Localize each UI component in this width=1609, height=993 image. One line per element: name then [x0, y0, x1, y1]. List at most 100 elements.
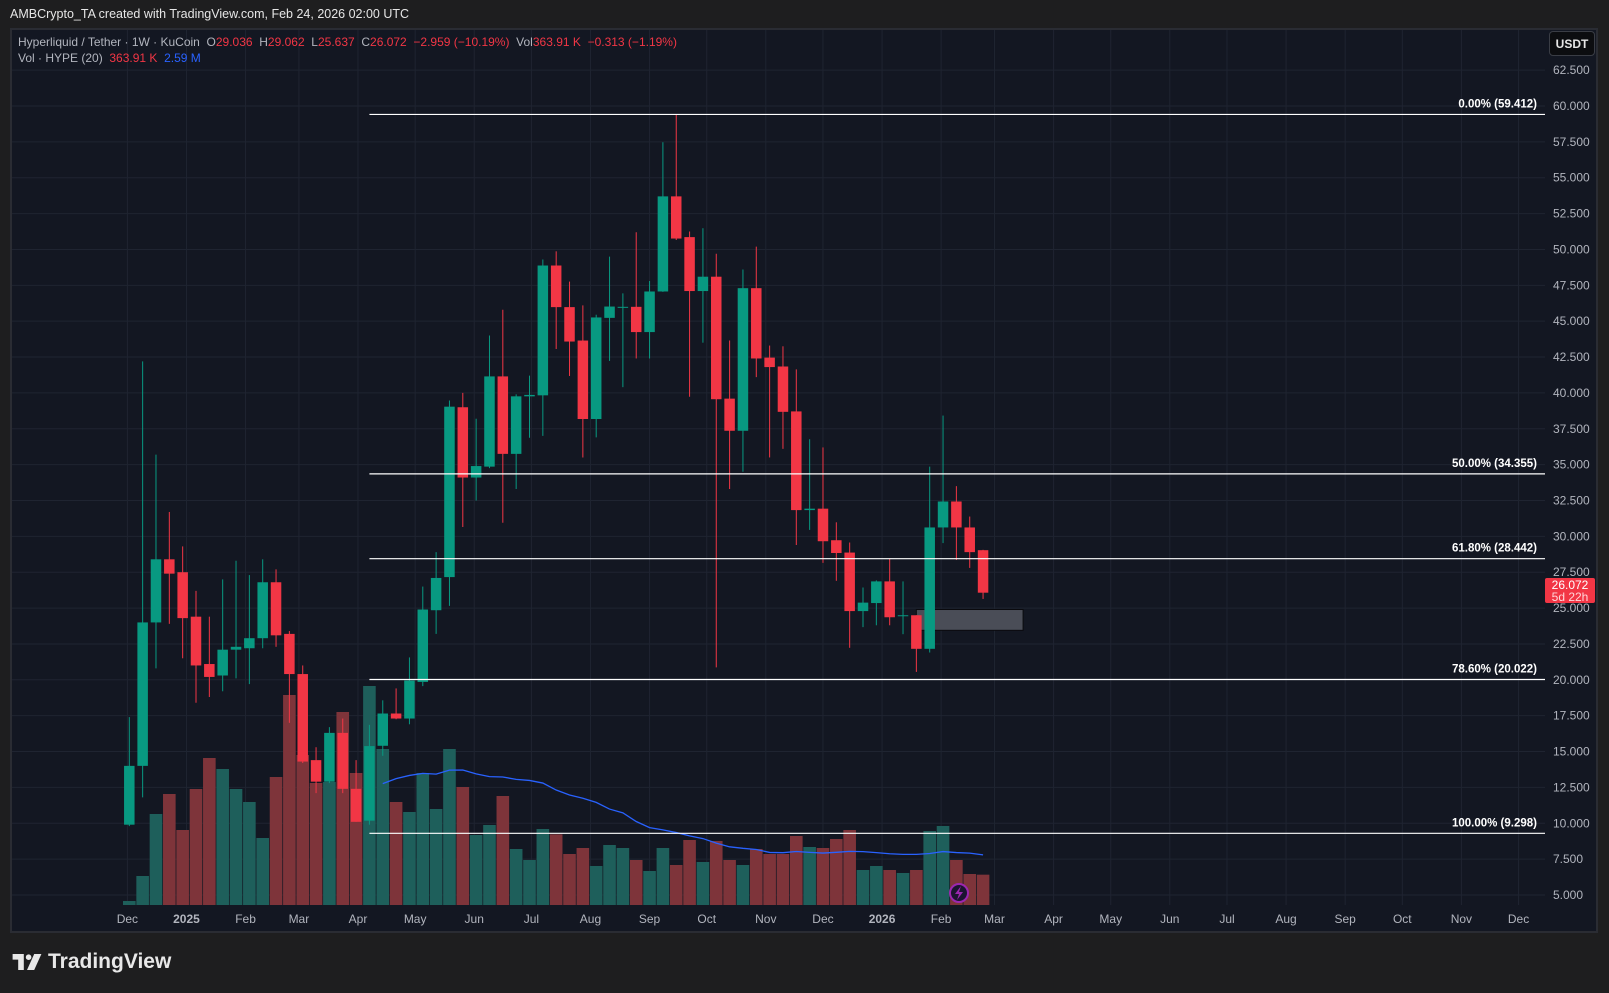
price-tick-label: 37.500 [1553, 422, 1590, 436]
time-tick-label: Oct [1393, 912, 1412, 926]
volume-bar [376, 749, 390, 905]
candle-body [150, 559, 162, 623]
candle [670, 114, 682, 240]
volume-bar [549, 834, 563, 905]
candle-body [857, 602, 869, 612]
time-tick-label: May [1099, 912, 1122, 926]
price-tick-label: 22.500 [1553, 637, 1590, 651]
currency-button[interactable]: USDT [1549, 31, 1595, 56]
fib-level-label: 61.80% (28.442) [1452, 543, 1537, 555]
candle-body [657, 196, 669, 292]
fib-retracement[interactable]: 0.00% (59.412) 50.00% (34.355) 61.80% (28.… [369, 98, 1545, 834]
legend-main: Hyperliquid / Tether · 1W · KuCoin O29.0… [18, 35, 677, 49]
candle [871, 580, 882, 626]
candle [444, 400, 455, 606]
candle-body [257, 582, 268, 639]
price-tick-label: 45.000 [1553, 314, 1590, 328]
candle [657, 142, 669, 292]
candle-body [457, 407, 469, 478]
volume-bar [830, 839, 843, 905]
volume-bar [736, 865, 750, 905]
candle-body [284, 633, 295, 675]
candle-body [791, 411, 802, 511]
candle [190, 590, 202, 703]
close-label: C [361, 35, 371, 49]
fib-level-label: 78.60% (20.022) [1452, 663, 1537, 675]
last-price: 26.072 [1551, 577, 1589, 592]
candle-body [897, 615, 909, 617]
candle-body [124, 765, 135, 825]
volume-bar [403, 812, 416, 905]
price-tick-label: 50.000 [1553, 242, 1590, 256]
indicator-ma: 2.59 M [164, 51, 201, 65]
volume-bar [936, 826, 950, 905]
candle [484, 335, 495, 469]
volume-bar [483, 825, 496, 905]
time-tick-label: Dec [117, 912, 138, 926]
bar-countdown: 5d 22h [1551, 589, 1589, 604]
volume-bar [816, 848, 830, 905]
candle-body [684, 237, 695, 292]
candle-body [630, 306, 642, 333]
volume-bar [629, 860, 643, 905]
candle [951, 486, 962, 561]
candle [684, 231, 695, 397]
candle [364, 724, 375, 825]
vol-label: Vol [516, 35, 533, 49]
volume-bar [243, 802, 256, 905]
candle-body [831, 540, 842, 553]
price-tick-label: 62.500 [1553, 63, 1590, 77]
candle [550, 251, 562, 350]
price-axis[interactable]: 5.000 7.500 10.000 12.500 15.000 17.500 20.000… [1553, 63, 1590, 902]
candle [697, 228, 709, 343]
legend-symbol[interactable]: Hyperliquid / Tether · 1W · KuCoin [18, 35, 200, 49]
candle [964, 516, 975, 568]
time-tick-label: Oct [697, 912, 716, 926]
time-tick-label: Jun [1160, 912, 1179, 926]
candle-body [697, 276, 709, 292]
candle-body [390, 713, 402, 719]
volume-bar [163, 794, 176, 905]
volume-bar [456, 787, 470, 905]
candle [884, 558, 895, 626]
volume-bar [790, 836, 803, 905]
time-tick-label: Feb [235, 912, 256, 926]
legend-volume: Vol · HYPE (20) 363.91 K 2.59 M [18, 51, 201, 65]
time-tick-label: Jun [465, 912, 484, 926]
price-tick-label: 30.000 [1553, 529, 1590, 543]
time-tick-label: Jul [1219, 912, 1234, 926]
lightning-icon[interactable] [949, 883, 969, 903]
volume-bar [509, 849, 523, 905]
volume-bar [976, 874, 990, 905]
candle-body [564, 307, 575, 342]
volume-bar [443, 749, 456, 905]
logo-text: TradingView [48, 950, 172, 973]
change-value: −2.959 (−10.19%) [413, 35, 510, 49]
time-axis[interactable]: Dec 2025 Feb Mar Apr May Jun Jul Aug Sep Oct Nov Dec… [117, 912, 1530, 926]
volume-bar [216, 769, 229, 905]
time-tick-label: 2025 [173, 912, 200, 926]
time-tick-label: 2026 [869, 912, 896, 926]
price-tick-label: 42.500 [1553, 350, 1590, 364]
price-tick-label: 40.000 [1553, 386, 1590, 400]
candle [404, 657, 415, 725]
volume-bar [856, 870, 870, 905]
time-tick-label: Nov [1451, 912, 1472, 926]
candle-body [244, 638, 255, 649]
volume-bar [589, 866, 603, 905]
chart-title: AMBCrypto_TA created with TradingView.co… [10, 7, 410, 21]
candles [124, 114, 989, 827]
tradingview-logo[interactable]: TradingView [12, 950, 171, 974]
price-tick-label: 55.000 [1553, 171, 1590, 185]
volume-bar [776, 854, 790, 905]
indicator-name[interactable]: Vol · HYPE (20) [18, 51, 103, 65]
time-tick-label: Mar [984, 912, 1005, 926]
candle-body [724, 398, 735, 431]
candle [204, 616, 215, 698]
candle [724, 340, 735, 490]
volume-bar [616, 848, 630, 905]
candle-body [337, 732, 348, 789]
candle-body [177, 572, 188, 619]
candle [857, 587, 869, 628]
